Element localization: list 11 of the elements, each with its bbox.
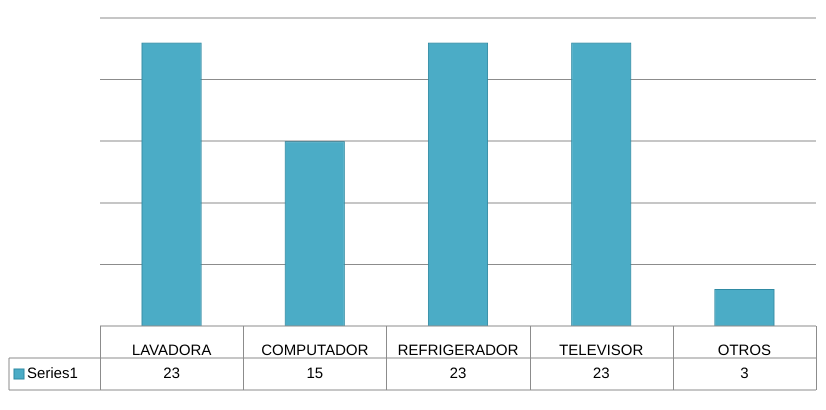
x-tick-label: REFRIGERADOR <box>398 342 519 360</box>
data-label: 23 <box>163 365 180 382</box>
data-label: 23 <box>450 365 466 382</box>
x-tick-label: OTROS <box>718 342 772 360</box>
x-tick-label: COMPUTADOR <box>261 342 369 360</box>
legend-label: Series1 <box>27 365 78 382</box>
data-label: 15 <box>306 365 324 382</box>
data-label: 23 <box>592 365 610 382</box>
x-tick-label: LAVADORA <box>132 342 212 360</box>
data-label: 3 <box>740 365 749 382</box>
x-tick-label: TELEVISOR <box>559 342 644 360</box>
